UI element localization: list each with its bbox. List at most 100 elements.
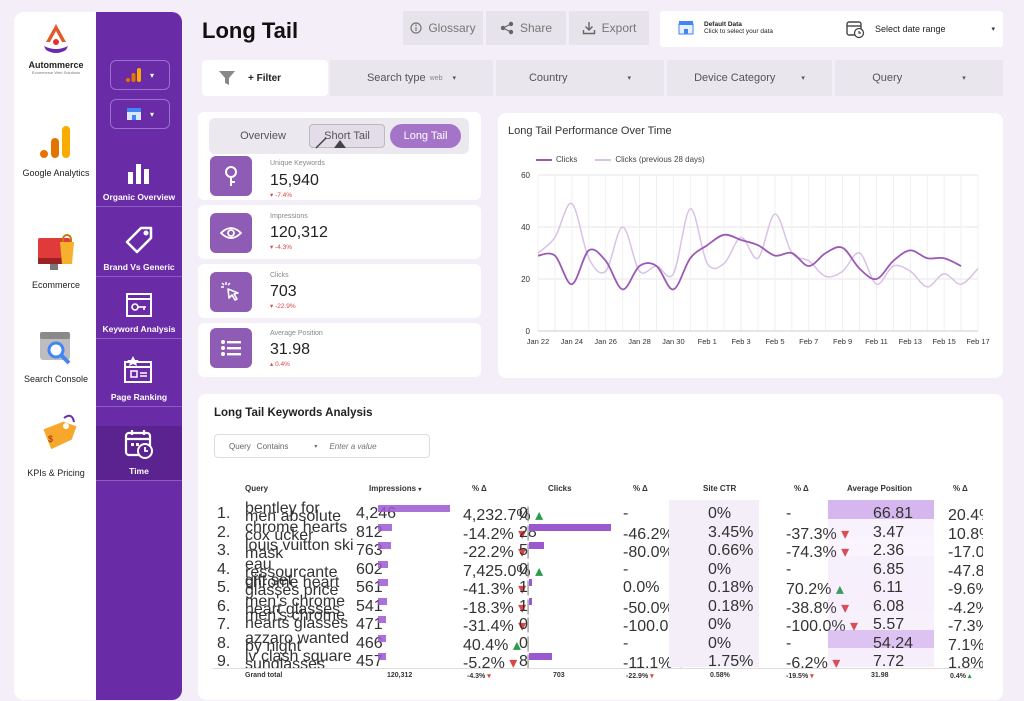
sidebar-item-ecommerce[interactable]: Ecommerce [14,230,98,290]
table-row[interactable]: 7. men's chrome hearts glasses 471 -31.4% ▾… [213,607,983,636]
nav-keyword-analysis[interactable]: Keyword Analysis [96,292,182,339]
table-row[interactable]: 5. chrome heart glasses price 561 -41.3% ▾ 1… [213,574,983,599]
row-query[interactable]: azzaro wanted by night [245,629,350,655]
export-button[interactable]: Export [569,11,649,45]
table-row[interactable]: 2. chrome hearts cox ucker 812 -14.2% ▾ 28 | -… [213,518,983,544]
data-source-selector[interactable]: Default Data Click to select your data [678,20,773,36]
impressions-bar [378,560,389,568]
col-query[interactable]: Query [245,484,269,493]
nav-time[interactable]: Time [96,426,182,481]
table-header: Query Impressions ▾ % Δ Clicks % Δ Site … [213,484,983,500]
autommerce-logo-icon [44,24,68,53]
analytics-source-dropdown[interactable]: ▾ [110,60,170,90]
tab-long-tail[interactable]: Long Tail [390,124,461,148]
tab-overview[interactable]: Overview [240,130,286,142]
table-row[interactable]: 1. bentley for men absolute 4,246 4,232.7% … [213,500,983,525]
sidebar-item-search-console[interactable]: Search Console [14,328,98,384]
x-tick-label: Feb 15 [932,337,955,346]
query-dropdown[interactable]: Query ▾ [835,60,1003,96]
query-filter-control[interactable]: Query Contains ▾ [214,434,430,458]
sidebar-item-google-analytics[interactable]: Google Analytics [14,122,98,178]
brand-name: Autommerce [28,60,84,70]
clicks-bar [529,542,544,549]
x-tick-label: Feb 13 [899,337,922,346]
date-range-selector[interactable]: Select date range ▾ [845,19,995,39]
row-ctr-delta: -6.2% ▾ [786,655,841,668]
data-source-subtitle: Click to select your data [704,28,774,35]
series-line-clicks[interactable] [537,233,962,291]
row-site-ctr: 3.45% [708,523,754,541]
table-row[interactable]: 3. louis vuitton ski mask 763 -22.2% ▾ 5 | -80… [213,537,983,562]
device-category-dropdown[interactable]: Device Category ▾ [667,60,832,96]
kpi-unique-keywords: Unique Keywords 15,940 ▾ -7.4% [198,152,481,200]
col-impressions[interactable]: Impressions ▾ [369,484,422,493]
sidebar-item-kpis-pricing[interactable]: $ KPIs & Pricing [14,414,98,478]
store-icon [126,108,141,120]
row-query[interactable]: chrome hearts cox ucker [245,518,348,544]
kpi-icon-box [210,156,252,196]
row-site-ctr: 1.75% [708,653,754,668]
row-impressions: 541 [356,597,383,615]
col-clicks[interactable]: Clicks [548,484,572,493]
row-query[interactable]: lv clash square sunglasses [245,648,352,669]
series-line-clicks-previous[interactable] [537,202,979,288]
nav-page-ranking[interactable]: Page Ranking [96,356,182,407]
row-clicks-delta: - [623,560,629,578]
row-average-position: 6.85 [873,560,905,578]
row-impressions-delta: 4,232.7% ▴ [463,507,544,524]
tab-short-tail[interactable]: Short Tail [309,124,385,148]
grand-total-ctr-delta: -19.5% ▾ [786,673,814,680]
kpi-change: ▾ -22.9% [270,303,296,310]
edit-pencil-icon [315,137,346,149]
table-row[interactable]: 4. eau ressourcante gift set 602 7,425.0% ▴… [213,555,983,588]
download-icon [582,22,595,35]
grand-total-position: 31.98 [871,672,889,679]
funnel-icon [219,71,235,85]
row-query[interactable]: bentley for men absolute [245,500,342,525]
col-average-position[interactable]: Average Position [847,484,913,493]
row-query[interactable]: eau ressourcante gift set [245,555,338,589]
filter-operator[interactable]: Contains [256,441,289,451]
table-row[interactable]: 8. azzaro wanted by night 466 40.4% ▴ 0 | - 0%… [213,629,983,655]
col-clicks-delta[interactable]: % Δ [633,484,648,493]
row-query[interactable]: men's chrome heart glasses [245,592,345,618]
legend-item-clicks-previous[interactable]: Clicks (previous 28 days) [595,155,705,164]
brand-logo[interactable]: Autommerce Ecommerce Web Solutions [26,20,86,75]
y-tick-label: 40 [521,223,530,232]
row-position-delta: -17.0% ▾ [948,544,983,561]
kpi-change: ▾ -7.4% [270,192,293,199]
x-tick-label: Feb 7 [799,337,818,346]
impressions-bar [378,505,450,512]
store-source-dropdown[interactable]: ▾ [110,99,170,129]
chevron-down-icon: ▾ [149,70,154,80]
filter-value-input[interactable] [329,441,410,451]
add-filter-label: + Filter [248,72,282,84]
row-query[interactable]: chrome heart glasses price [245,574,340,599]
add-filter-button[interactable]: + Filter [202,60,328,96]
row-ctr-delta: - [786,634,792,652]
row-query[interactable]: men's chrome hearts glasses [245,607,349,632]
search-type-value: web [429,74,443,82]
nav-organic-overview[interactable]: Organic Overview [96,160,182,207]
nav-brand-vs-generic[interactable]: Brand Vs Generic [96,224,182,277]
share-icon [500,21,514,35]
col-position-delta[interactable]: % Δ [953,484,968,493]
y-tick-label: 0 [526,327,531,336]
row-position-delta: 1.8% ▴ [948,655,983,668]
country-dropdown[interactable]: Country ▾ [496,60,664,96]
col-site-ctr[interactable]: Site CTR [703,484,737,493]
sort-desc-icon: ▾ [418,487,422,493]
col-impressions-delta[interactable]: % Δ [472,484,487,493]
row-impressions: 561 [356,579,383,596]
glossary-button[interactable]: Glossary [403,11,483,45]
table-row[interactable]: 6. men's chrome heart glasses 541 -18.3% ▾ 1… [213,592,983,618]
chevron-down-icon: ▾ [962,75,966,82]
col-ctr-delta[interactable]: % Δ [794,484,809,493]
share-button[interactable]: Share [486,11,566,45]
search-type-dropdown[interactable]: Search type web ▾ [330,60,493,96]
kpi-change: ▾ -4.3% [270,244,293,251]
table-row[interactable]: 9. lv clash square sunglasses 457 -5.2% ▾ 8 |… [213,648,983,669]
legend-item-clicks[interactable]: Clicks [536,155,577,164]
search-type-label: Search type [366,72,426,84]
row-query[interactable]: louis vuitton ski mask [245,537,354,562]
